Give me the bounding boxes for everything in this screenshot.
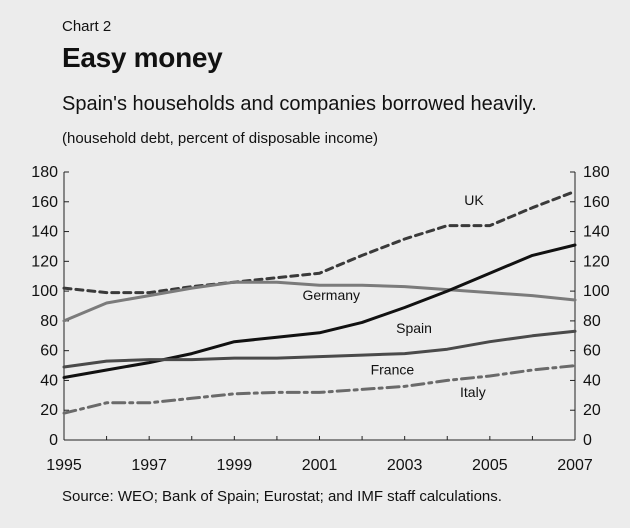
series-label-france: France [371,361,415,377]
source-note: Source: WEO; Bank of Spain; Eurostat; an… [62,488,502,505]
x-tick-label: 1999 [217,457,253,474]
x-tick-label: 2007 [557,457,593,474]
unit-note: (household debt, percent of disposable i… [62,130,379,147]
y-tick-label-left: 20 [40,402,58,419]
series-label-uk: UK [464,192,484,208]
series-line-germany [62,280,577,323]
y-tick-label-right: 180 [583,164,610,181]
x-tick-label: 1997 [131,457,167,474]
y-tick-label-right: 20 [583,402,601,419]
series-label-italy: Italy [460,384,486,400]
y-tick-label-left: 40 [40,372,58,389]
y-tick-label-right: 100 [583,283,610,300]
chart-subtitle: Spain's households and companies borrowe… [62,93,537,115]
chart-series-lines [62,189,577,415]
y-tick-label-left: 0 [49,432,58,449]
chart-title: Easy money [62,42,223,73]
y-tick-label-left: 160 [31,194,58,211]
y-tick-label-left: 100 [31,283,58,300]
y-tick-label-left: 180 [31,164,58,181]
series-line-spain [62,243,577,379]
series-label-spain: Spain [396,320,432,336]
y-tick-label-right: 40 [583,372,601,389]
chart-series-labels: UK Germany Spain France Italy [302,192,485,400]
series-line-france [62,329,577,369]
series-line-italy [62,364,577,415]
y-tick-label-left: 60 [40,343,58,360]
x-tick-label: 2003 [387,457,423,474]
y-tick-label-right: 120 [583,253,610,270]
y-tick-label-right: 60 [583,343,601,360]
y-tick-label-left: 140 [31,224,58,241]
x-tick-label: 1995 [46,457,82,474]
y-tick-label-right: 80 [583,313,601,330]
y-tick-label-right: 160 [583,194,610,211]
series-label-germany: Germany [302,287,360,303]
x-tick-label: 2005 [472,457,508,474]
series-line-uk [62,189,577,295]
x-tick-label: 2001 [302,457,338,474]
y-tick-label-right: 140 [583,224,610,241]
chart-number-label: Chart 2 [62,18,112,35]
y-tick-label-left: 80 [40,313,58,330]
chart-axes: 0 0 20 20 40 40 60 60 80 80 100 100 120 120 140 140 160 1… [31,164,610,474]
y-tick-label-left: 120 [31,253,58,270]
y-tick-label-right: 0 [583,432,592,449]
